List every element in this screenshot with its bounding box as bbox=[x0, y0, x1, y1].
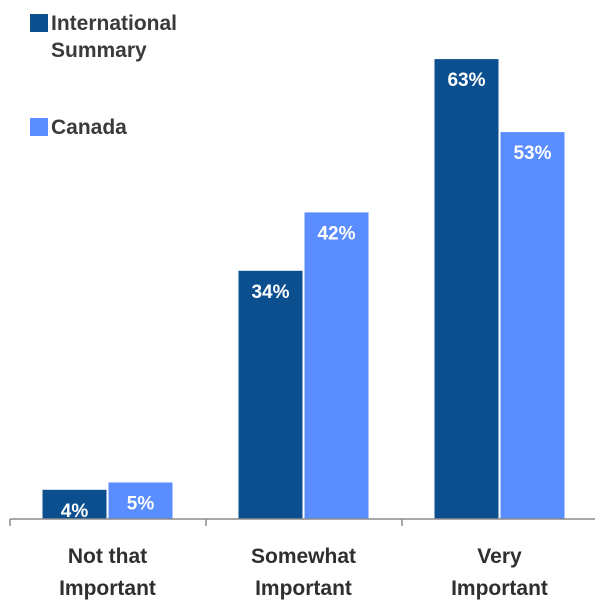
bar-canada-0 bbox=[108, 482, 173, 519]
legend-label-canada: Canada bbox=[51, 116, 127, 139]
data-label-canada-0: 5% bbox=[127, 494, 155, 515]
legend-item-international-summary: International Summary bbox=[30, 10, 226, 64]
legend-item-canada: Canada bbox=[30, 114, 226, 141]
data-label-canada-2: 53% bbox=[513, 143, 551, 164]
legend-swatch-international-summary bbox=[30, 14, 48, 32]
category-label-0-line-0: Not that bbox=[68, 545, 147, 568]
bar-canada-2 bbox=[500, 132, 565, 519]
category-label-2-line-0: Very bbox=[477, 545, 522, 568]
bar-international-summary-2 bbox=[434, 59, 499, 519]
category-label-0-line-1: Important bbox=[59, 577, 156, 600]
legend: International Summary Canada bbox=[30, 10, 226, 141]
category-label-1-line-1: Important bbox=[255, 577, 352, 600]
legend-swatch-canada bbox=[30, 118, 48, 136]
data-label-international-summary-2: 63% bbox=[447, 70, 485, 91]
bar-canada-1 bbox=[304, 212, 369, 519]
data-label-international-summary-1: 34% bbox=[251, 282, 289, 303]
bar-international-summary-1 bbox=[238, 270, 303, 519]
data-label-canada-1: 42% bbox=[317, 223, 355, 244]
category-label-1-line-0: Somewhat bbox=[251, 545, 356, 568]
legend-label-international-summary: International Summary bbox=[51, 12, 178, 62]
data-label-international-summary-0: 4% bbox=[61, 501, 89, 522]
bar-international-summary-0 bbox=[42, 489, 107, 519]
category-label-2-line-1: Important bbox=[451, 577, 548, 600]
